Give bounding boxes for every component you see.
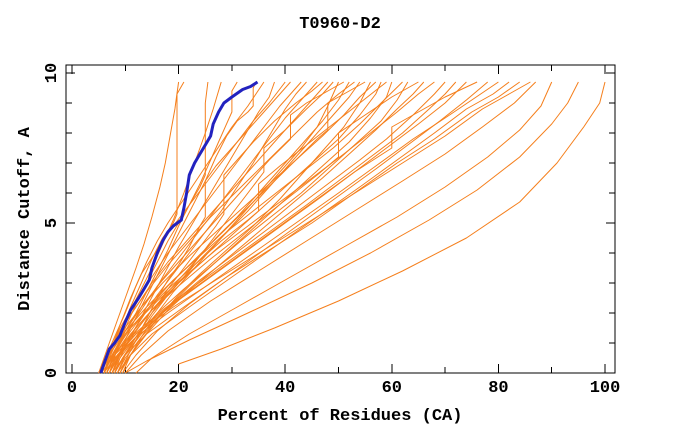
y-tick-label: 5 xyxy=(43,218,62,228)
model-31-curve xyxy=(119,81,425,374)
model-27-curve xyxy=(116,81,393,374)
model-36-curve xyxy=(106,81,478,374)
x-tick-label: 60 xyxy=(382,379,402,398)
model-25-curve xyxy=(108,81,382,374)
model-43-curve xyxy=(135,81,553,374)
x-tick-label: 100 xyxy=(590,379,621,398)
model-28-curve xyxy=(100,81,403,374)
model-curves xyxy=(98,80,606,374)
y-tick-label: 0 xyxy=(43,368,62,378)
x-tick-label: 20 xyxy=(168,379,188,398)
model-21-curve xyxy=(114,81,361,374)
x-tick-label: 0 xyxy=(67,379,77,398)
model-01-curve xyxy=(98,81,180,374)
axes-and-ticks xyxy=(65,64,616,374)
model-44-curve xyxy=(125,81,579,374)
plot-border xyxy=(65,64,616,374)
model-32-curve xyxy=(103,81,435,374)
model-35-curve xyxy=(108,81,467,374)
model-18-curve xyxy=(103,81,345,374)
model-05-curve xyxy=(108,81,238,374)
model-41-curve xyxy=(100,81,531,374)
model-45-curve xyxy=(178,81,606,365)
y-tick-label: 10 xyxy=(43,63,62,83)
model-34-curve xyxy=(98,81,457,374)
highlighted-model-curve xyxy=(99,80,259,374)
model-42-curve xyxy=(124,81,537,374)
x-axis-title: Percent of Residues (CA) xyxy=(218,407,463,426)
model-40-curve xyxy=(111,81,520,374)
model-06-curve xyxy=(111,81,257,374)
model-38-curve xyxy=(103,81,499,374)
chart-title: T0960-D2 xyxy=(299,15,381,34)
y-axis-title: Distance Cutoff, A xyxy=(16,126,35,310)
x-tick-label: 80 xyxy=(488,379,508,398)
tick-labels: 0 20 40 60 80 100 0 5 10 xyxy=(43,63,620,398)
x-tick-label: 40 xyxy=(275,379,295,398)
model-17-curve xyxy=(122,81,339,374)
model-30-curve xyxy=(106,81,419,374)
model-07-curve xyxy=(98,81,265,374)
